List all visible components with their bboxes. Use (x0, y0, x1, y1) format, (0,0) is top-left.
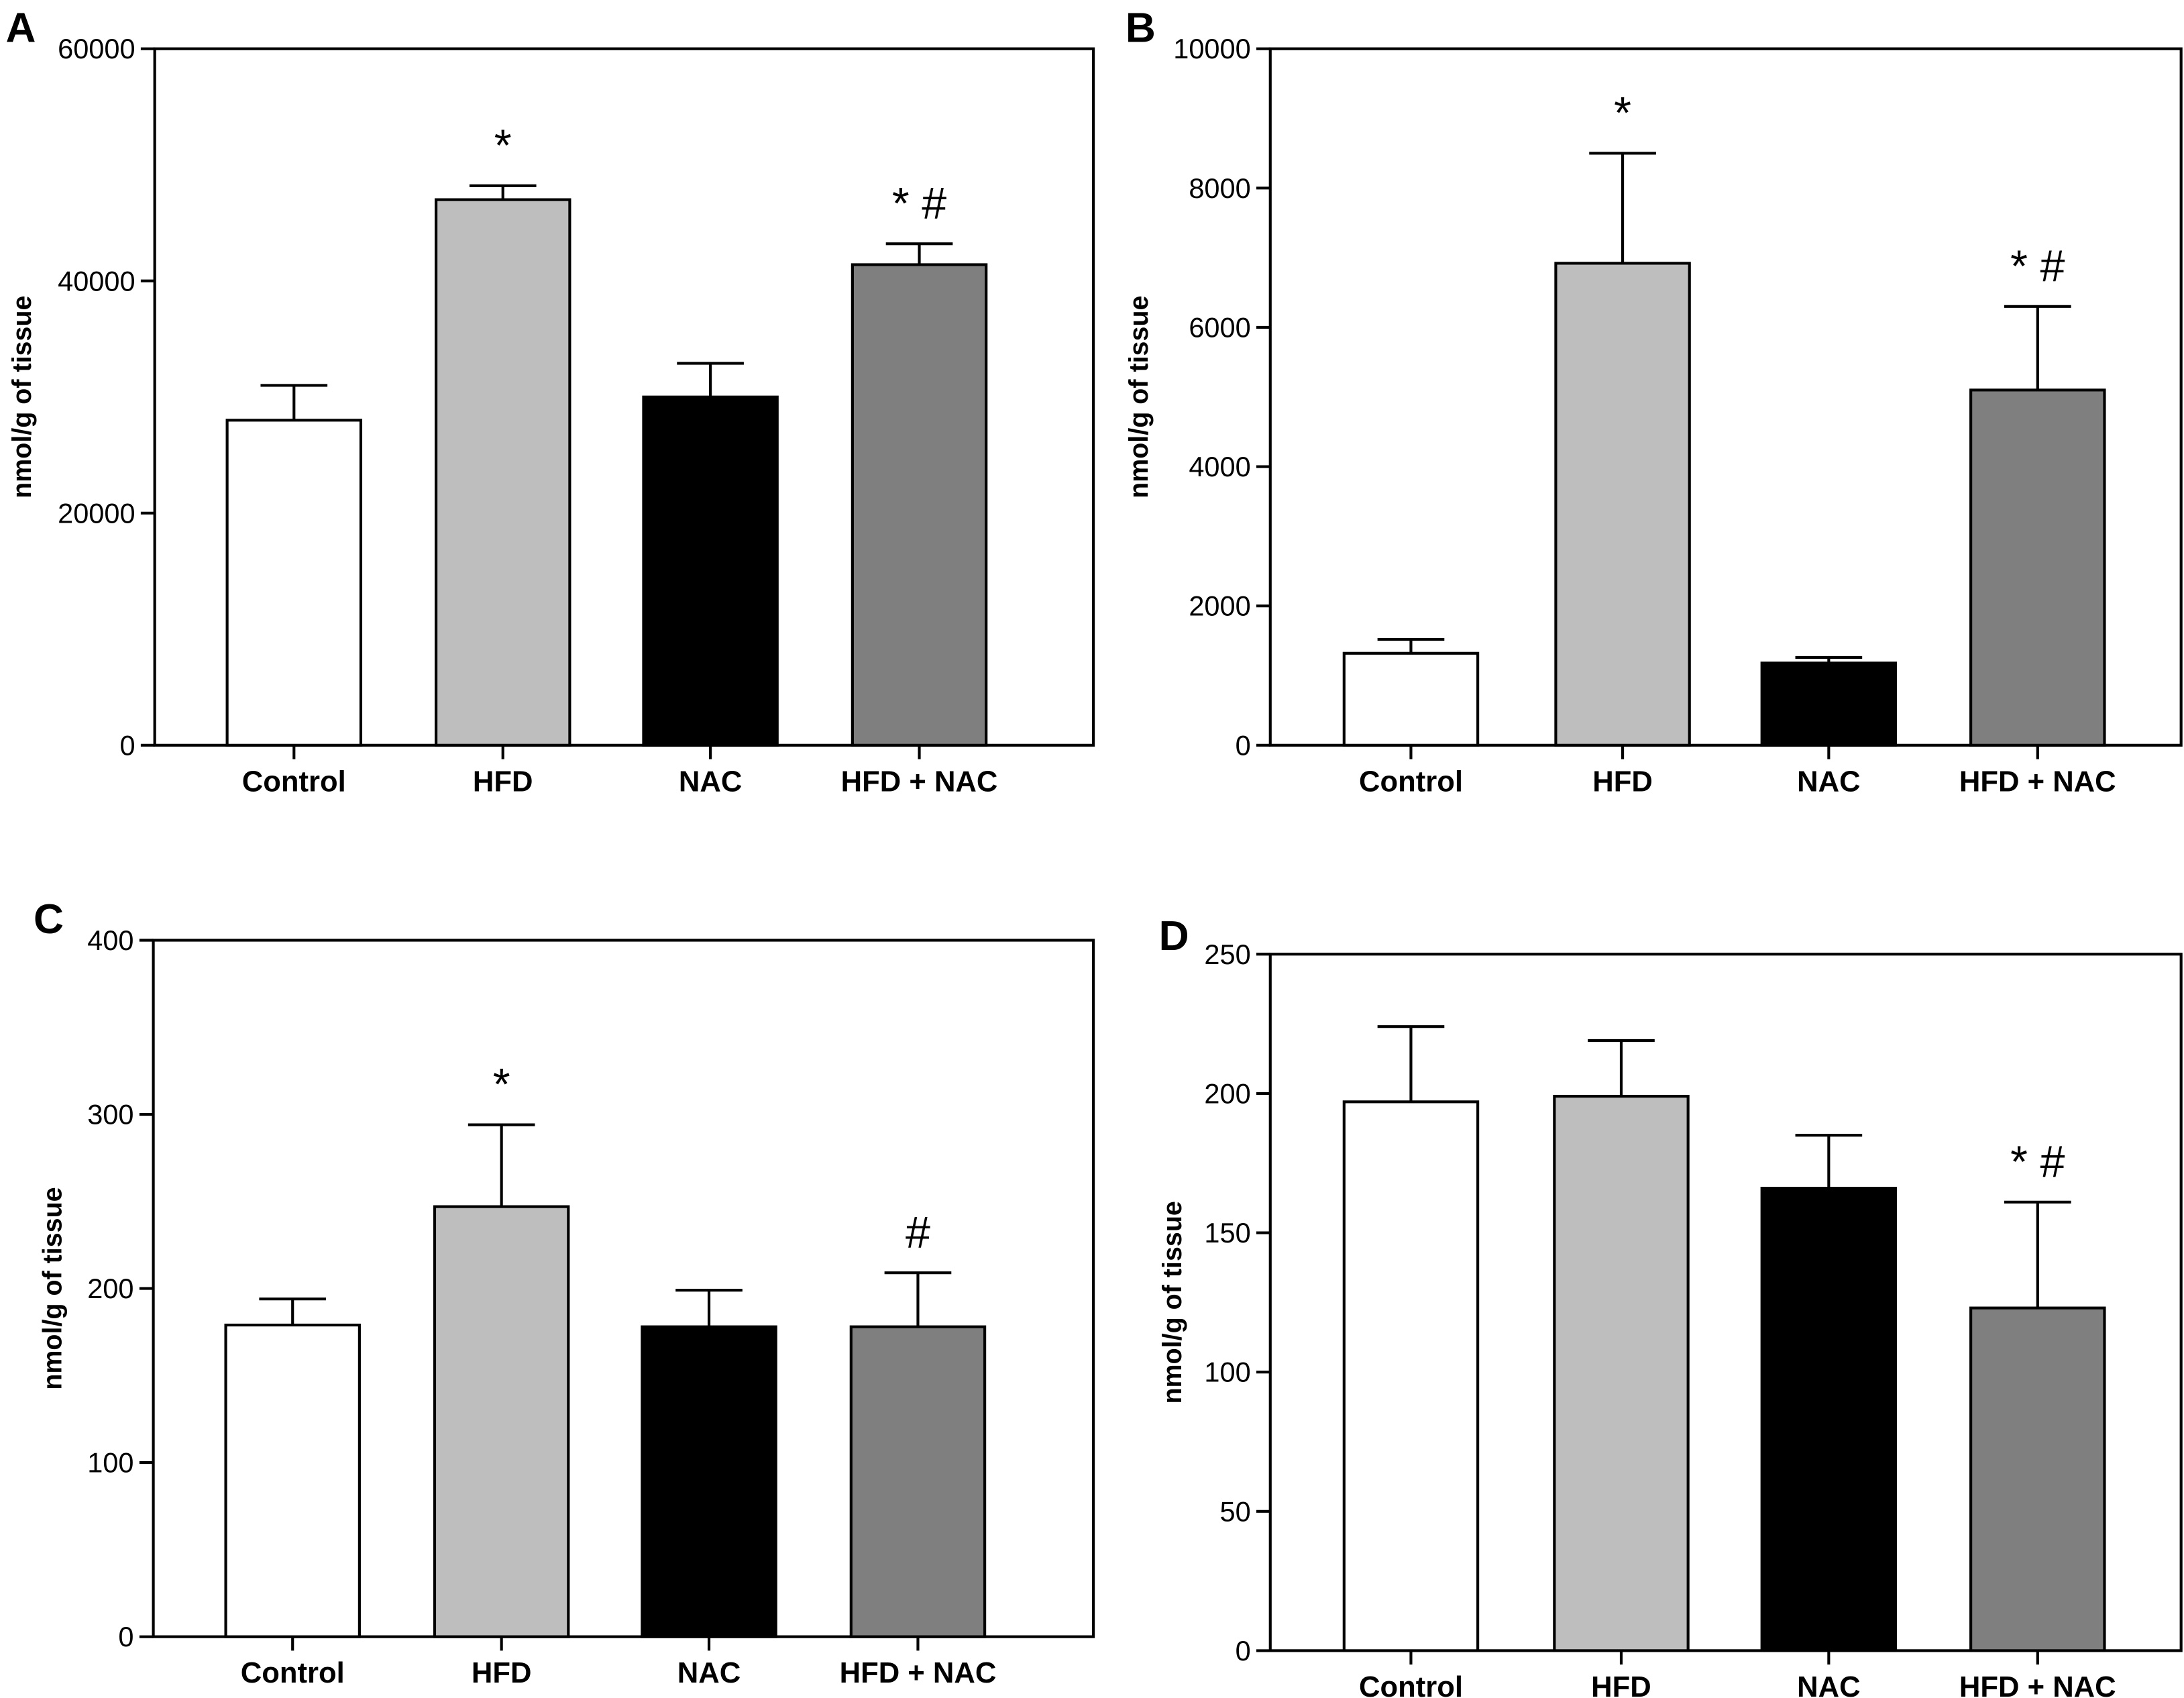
y-tick-label: 400 (87, 924, 133, 956)
panel-b: B 0 2000 4000 6000 8000 10000 nmol/g of tissue C… (1124, 5, 2183, 798)
y-tick-label: 50 (1220, 1495, 1251, 1527)
x-tick-label: HFD + NAC (840, 1657, 997, 1689)
bar-hfd (1554, 262, 1691, 747)
x-tick-label: Control (1359, 765, 1463, 798)
y-axis-label: nmol/g of tissue (1124, 296, 1154, 498)
x-tick-label: HFD (1591, 1671, 1651, 1698)
bar-hfd-nac (1969, 388, 2106, 747)
x-tick-label: HFD + NAC (841, 765, 998, 798)
significance-marker: * (493, 1060, 510, 1110)
y-tick-label: 300 (87, 1099, 133, 1130)
x-tick-label: NAC (1797, 765, 1860, 798)
y-tick-label: 20000 (58, 497, 135, 529)
y-axis-label: nmol/g of tissue (1158, 1201, 1187, 1403)
y-tick-label: 0 (119, 729, 135, 761)
bar-control (1342, 651, 1480, 747)
y-tick-label: 40000 (58, 265, 135, 297)
bar-control (224, 1323, 361, 1638)
significance-marker: * (494, 121, 512, 170)
x-tick-label: Control (1359, 1671, 1463, 1698)
x-tick-label: HFD + NAC (1959, 1671, 2116, 1698)
bar-nac (1760, 661, 1898, 747)
y-tick-label: 60000 (58, 33, 135, 64)
panel-label: C (34, 896, 64, 943)
y-tick-label: 200 (87, 1273, 133, 1304)
y-tick-label: 8000 (1189, 172, 1250, 204)
bar-hfd-nac (1969, 1306, 2106, 1652)
x-tick-label: Control (242, 765, 346, 798)
y-tick-label: 2000 (1189, 590, 1250, 622)
bar-hfd-nac (851, 263, 988, 747)
x-tick-label: HFD (473, 765, 533, 798)
bar-hfd (1553, 1094, 1690, 1652)
bar-nac (1760, 1187, 1898, 1652)
y-tick-label: 200 (1204, 1077, 1250, 1109)
y-tick-label: 10000 (1173, 33, 1250, 64)
panel-a: A 0 20000 40000 60000 nmol/g of tissue Control… (5, 5, 1095, 798)
y-tick-label: 0 (118, 1621, 133, 1652)
y-axis-label: nmol/g of tissue (38, 1187, 68, 1389)
bar-control (1342, 1100, 1480, 1652)
bar-hfd-nac (849, 1325, 987, 1638)
bar-nac (642, 395, 779, 747)
y-tick-label: 4000 (1189, 451, 1250, 482)
panel-label: D (1159, 913, 1189, 959)
y-tick-label: 0 (1236, 1635, 1251, 1666)
y-tick-label: 250 (1204, 939, 1250, 970)
y-tick-label: 100 (1204, 1357, 1250, 1388)
y-tick-label: 6000 (1189, 311, 1250, 343)
plot-frame (153, 47, 1095, 747)
bar-control (225, 419, 363, 747)
bar-hfd (434, 198, 571, 747)
x-tick-label: NAC (677, 1657, 741, 1689)
significance-marker: * # (2010, 1137, 2065, 1187)
panel-c: C 0 100 200 300 400 nmol/g of tissue Control HFD… (34, 896, 1095, 1689)
x-tick-label: HFD (472, 1657, 532, 1689)
significance-marker: * # (892, 179, 946, 229)
x-tick-label: HFD (1592, 765, 1653, 798)
y-tick-label: 100 (87, 1447, 133, 1479)
panel-label: B (1126, 5, 1156, 51)
x-tick-label: NAC (679, 765, 742, 798)
x-tick-label: HFD + NAC (1959, 765, 2116, 798)
x-tick-label: Control (241, 1657, 345, 1689)
plot-frame (1268, 953, 2183, 1652)
bar-nac (641, 1325, 777, 1638)
significance-marker: # (906, 1208, 930, 1258)
plot-frame (1268, 47, 2183, 747)
panel-label: A (5, 5, 36, 51)
y-tick-label: 150 (1204, 1217, 1250, 1249)
y-axis-label: nmol/g of tissue (7, 296, 37, 498)
y-tick-label: 0 (1236, 729, 1251, 761)
panel-d: D 0 50 100 150 200 250 nmol/g of tissue Control H… (1158, 913, 2183, 1698)
bar-hfd (433, 1205, 570, 1638)
significance-marker: * # (2010, 242, 2065, 291)
significance-marker: * (1614, 89, 1631, 138)
x-tick-label: NAC (1797, 1671, 1860, 1698)
